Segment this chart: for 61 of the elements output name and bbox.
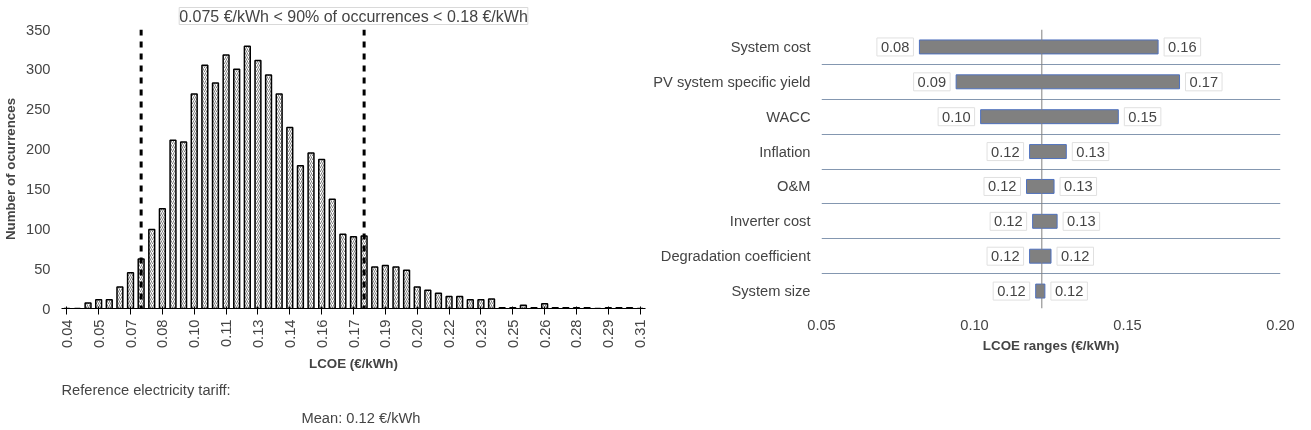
text: Reference electricity tariff: <box>61 381 231 398</box>
x-tick-label: 0.25 <box>504 319 521 349</box>
y-tick-label: 350 <box>26 21 51 38</box>
x-tick-label: 0.19 <box>377 319 394 349</box>
y-tick-label: 50 <box>34 260 51 277</box>
x-tick-label: 0.05 <box>807 316 836 333</box>
x-tick-label: 0.10 <box>960 316 989 333</box>
y-tick-label: 100 <box>26 220 51 237</box>
x-tick-label: 0.31 <box>632 319 649 349</box>
annotation: 0.15 <box>1128 108 1157 125</box>
y-tick-label: System cost <box>730 38 811 55</box>
annotation: 0.13 <box>1076 143 1105 160</box>
x-tick-label: 0.08 <box>154 319 171 349</box>
x-tick-label: 0.05 <box>90 319 107 349</box>
x-tick-label: 0.22 <box>441 319 458 349</box>
annotation: 0.09 <box>917 73 947 90</box>
y-tick-label: 200 <box>26 141 51 158</box>
annotation: 0.12 <box>1061 248 1090 265</box>
annotation: 0.12 <box>991 143 1020 160</box>
y-tick-label: 300 <box>26 61 51 78</box>
annotation: 0.12 <box>994 213 1023 230</box>
text: 0.075 €/kWh < 90% of occurrences < 0.18 €/kWh <box>179 7 528 25</box>
text: Mean: 0.12 €/kWh <box>301 409 421 426</box>
annotation: 0.12 <box>997 283 1026 300</box>
y-tick-label: O&M <box>777 178 811 195</box>
y-tick-label: 0 <box>42 300 51 317</box>
y-axis-title: Number of ocurrences <box>3 97 19 241</box>
x-tick-label: 0.16 <box>313 319 330 349</box>
annotation: 0.13 <box>1067 213 1096 230</box>
annotation: 0.08 <box>880 38 910 55</box>
annotation: 0.10 <box>942 108 971 125</box>
x-tick-label: 0.04 <box>58 319 75 349</box>
x-tick-label: 0.14 <box>281 319 298 349</box>
y-tick-label: Degradation coefficient <box>660 248 811 265</box>
x-tick-label: 0.15 <box>1113 316 1142 333</box>
annotation: 0.17 <box>1189 73 1219 90</box>
y-tick-label: 150 <box>26 180 51 197</box>
annotation: 0.12 <box>1054 283 1084 300</box>
x-tick-label: 0.23 <box>472 319 489 349</box>
x-tick-label: 0.28 <box>568 319 585 349</box>
y-tick-label: WACC <box>766 108 811 125</box>
annotation: 0.13 <box>1064 178 1093 195</box>
y-tick-label: System size <box>731 283 811 300</box>
x-tick-label: 0.17 <box>345 319 362 349</box>
x-tick-label: 0.10 <box>186 319 203 349</box>
y-tick-label: PV system specific yield <box>653 73 811 90</box>
x-tick-label: 0.26 <box>536 319 553 349</box>
x-tick-label: 0.20 <box>409 319 426 349</box>
y-tick-label: Inflation <box>759 143 811 160</box>
x-tick-label: 0.11 <box>218 319 235 347</box>
y-tick-label: 250 <box>26 101 51 118</box>
y-tick-label: Inverter cost <box>729 213 811 230</box>
x-axis-title: LCOE ranges (€/kWh) <box>982 337 1120 353</box>
annotation: 0.16 <box>1168 38 1197 55</box>
x-axis-title: LCOE (€/kWh) <box>309 356 398 372</box>
annotation: 0.12 <box>991 248 1020 265</box>
x-tick-label: 0.20 <box>1266 316 1295 333</box>
x-tick-label: 0.29 <box>600 319 617 349</box>
x-tick-label: 0.07 <box>122 319 139 349</box>
annotation: 0.12 <box>987 178 1017 195</box>
x-tick-label: 0.13 <box>249 319 266 349</box>
